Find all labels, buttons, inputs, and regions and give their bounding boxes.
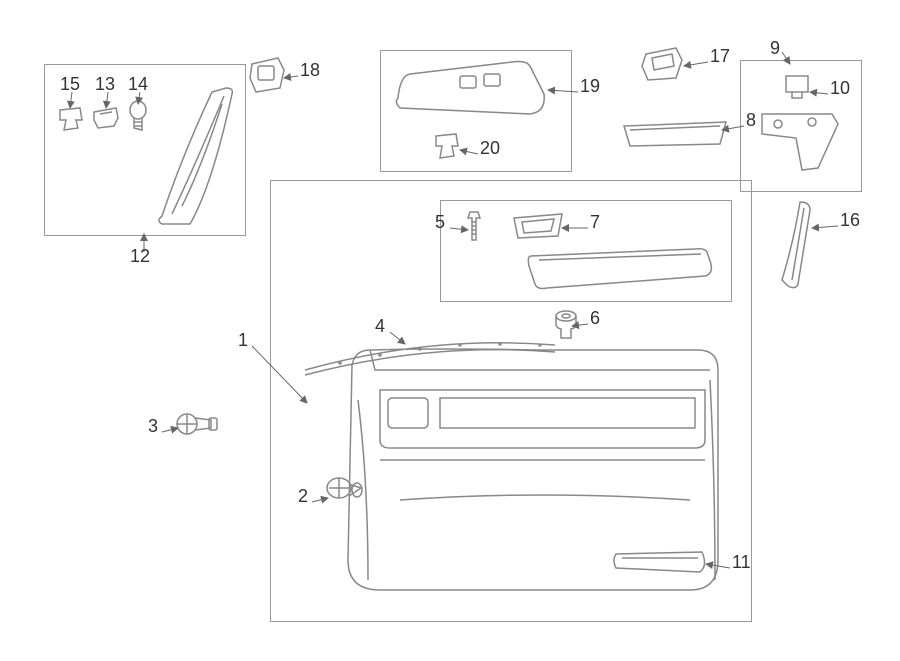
callout-6: 6 — [590, 308, 600, 329]
callout-14: 14 — [128, 74, 148, 95]
part-reflector-11 — [610, 544, 710, 578]
callout-3: 3 — [148, 416, 158, 437]
callout-17: 17 — [710, 46, 730, 67]
callout-8: 8 — [746, 110, 756, 131]
callout-20: 20 — [480, 138, 500, 159]
callout-2: 2 — [298, 486, 308, 507]
callout-11: 11 — [732, 552, 751, 573]
part-clip-15 — [56, 106, 84, 132]
part-fastener-3 — [175, 408, 219, 440]
callout-5: 5 — [435, 212, 445, 233]
part-weatherstrip-4 — [300, 330, 560, 380]
callout-16: 16 — [840, 210, 860, 231]
part-armrest-5 — [525, 246, 715, 292]
part-clip-10 — [782, 72, 812, 98]
part-sail-garnish-12 — [152, 86, 238, 226]
part-switch-plate-19 — [390, 58, 550, 118]
part-grommet-2 — [325, 474, 365, 510]
callout-12: 12 — [130, 246, 150, 267]
callout-1: 1 — [238, 330, 248, 351]
callout-10: 10 — [830, 78, 850, 99]
part-switch-18 — [246, 54, 288, 96]
part-pillar-trim-16 — [776, 200, 816, 290]
callout-9: 9 — [770, 38, 780, 59]
callout-4: 4 — [375, 316, 385, 337]
part-bulb-14 — [126, 100, 154, 134]
part-switch-17 — [640, 44, 686, 84]
part-bezel-7 — [510, 212, 566, 242]
part-clip-13 — [92, 106, 120, 130]
part-nut-6 — [554, 308, 578, 342]
part-bracket-9 — [752, 108, 842, 178]
callout-13: 13 — [95, 74, 115, 95]
callout-15: 15 — [60, 74, 80, 95]
callout-18: 18 — [300, 60, 320, 81]
part-clip-20 — [432, 130, 462, 160]
callout-19: 19 — [580, 76, 600, 97]
callout-7: 7 — [590, 212, 600, 233]
part-pull-pocket-8 — [620, 120, 730, 150]
diagram-canvas: 1 2 3 4 5 6 7 8 9 10 11 12 13 14 15 16 1… — [0, 0, 900, 661]
part-bolt-5 — [460, 210, 488, 246]
